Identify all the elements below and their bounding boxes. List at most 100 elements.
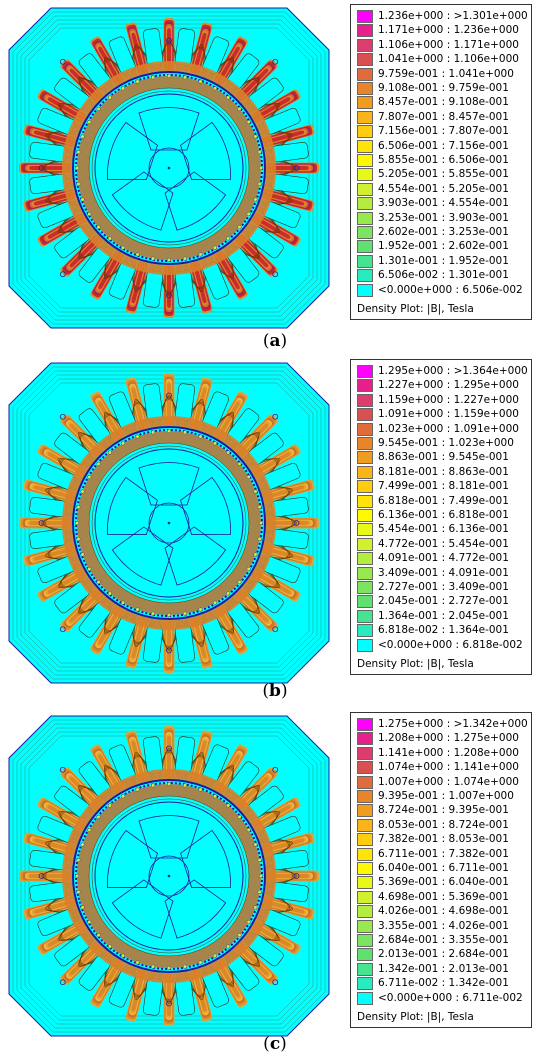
gap-marker <box>135 960 140 965</box>
legend-range-label: 1.074e+000 : 1.141e+000 <box>378 761 519 774</box>
legend-swatch <box>357 494 373 508</box>
legend-range-label: 1.236e+000 : >1.301e+000 <box>378 10 528 22</box>
legend-swatch <box>357 595 373 609</box>
rotor-contour <box>88 87 250 249</box>
legend-entry: 1.952e-001 : 2.602e-001 <box>357 239 531 255</box>
yoke-contour <box>16 370 322 676</box>
tooth-band <box>131 32 145 74</box>
bolt-hole <box>166 1000 172 1007</box>
stator-tooth <box>90 246 132 300</box>
legend-range-label: 3.355e-001 : 4.026e-001 <box>378 919 509 932</box>
cutout-outline <box>180 476 231 535</box>
legend-entry: 2.045e-001 : 2.727e-001 <box>357 594 531 610</box>
gap-marker <box>120 441 125 446</box>
legend-swatch <box>357 38 373 52</box>
legend-entry: 1.342e-001 : 2.013e-001 <box>357 962 531 978</box>
tooth-band <box>193 262 207 304</box>
gap-marker <box>182 430 187 435</box>
tooth-band <box>131 387 145 429</box>
legend-range-label: 6.711e-002 : 1.342e-001 <box>378 977 509 990</box>
legend-entry: 1.159e+000 : 1.227e+000 <box>357 393 531 409</box>
tooth-band <box>237 236 269 268</box>
tooth-band <box>253 216 291 239</box>
panel-b: 1.295e+000 : >1.364e+000 1.227e+000 : 1.2… <box>0 355 550 710</box>
legend-entry: 5.855e-001 : 6.506e-001 <box>357 153 531 169</box>
legend-swatch <box>357 465 373 479</box>
rotor-cutout <box>111 526 174 586</box>
legend-footer: Density Plot: |B|, Tesla <box>357 1011 474 1023</box>
gap-marker <box>237 106 242 111</box>
rotor-cutout <box>107 829 158 888</box>
gap-marker <box>135 79 140 84</box>
tooth-band <box>237 591 269 623</box>
legend-entry: 7.807e-001 : 8.457e-001 <box>357 110 531 126</box>
stator-tooth <box>206 391 248 445</box>
legend-entry: 3.903e-001 : 4.554e-001 <box>357 196 531 212</box>
legend-swatch <box>357 732 373 746</box>
gap-marker <box>253 905 258 910</box>
bolt-hole <box>272 271 279 278</box>
air-gap-outer <box>72 426 266 620</box>
gap-marker <box>76 181 81 186</box>
legend-entry: 6.040e-001 : 6.711e-001 <box>357 861 531 877</box>
tooth-band <box>253 97 291 120</box>
gap-marker <box>151 783 156 788</box>
rotor-contour <box>91 445 247 601</box>
gap-marker <box>76 505 81 510</box>
gap-marker <box>151 256 156 261</box>
bolt-hole <box>166 745 172 752</box>
gap-marker <box>198 607 203 612</box>
stator-tooth <box>182 22 213 77</box>
gap-marker <box>74 520 79 525</box>
legend-range-label: 6.506e-001 : 7.156e-001 <box>378 139 509 152</box>
legend-swatch <box>357 948 373 962</box>
gap-marker <box>226 944 231 949</box>
legend-swatch <box>357 962 373 976</box>
tooth-band <box>237 423 269 455</box>
stator-tooth <box>247 89 301 131</box>
legend-entry: 4.091e-001 : 4.772e-001 <box>357 551 531 567</box>
rotor-cutout <box>164 171 227 231</box>
rotor-contour <box>88 442 250 604</box>
legend-footer: Density Plot: |B|, Tesla <box>357 658 474 670</box>
gap-marker <box>87 211 92 216</box>
legend-range-label: 5.205e-001 : 5.855e-001 <box>378 168 509 181</box>
cutout-outline <box>164 171 227 231</box>
gap-marker <box>182 75 187 80</box>
legend-range-label: 1.275e+000 : >1.342e+000 <box>378 718 528 730</box>
legend-entry: 1.208e+000 : 1.275e+000 <box>357 731 531 747</box>
rotor-magnet-ring <box>77 784 261 968</box>
legend-entry: 2.013e-001 : 2.684e-001 <box>357 947 531 963</box>
stator-tooth <box>229 228 278 277</box>
gap-marker <box>166 965 171 970</box>
gap-marker <box>74 165 79 170</box>
stator-teeth <box>19 726 319 1026</box>
tooth-band <box>263 547 305 561</box>
rotor-cutout <box>107 121 158 180</box>
stator-tooth <box>266 863 319 889</box>
legend-entry: 6.818e-001 : 7.499e-001 <box>357 494 531 510</box>
legend-swatch <box>357 154 373 167</box>
stator-tooth <box>156 373 182 426</box>
stator-tooth <box>229 583 278 632</box>
legend-range-label: 3.409e-001 : 4.091e-001 <box>378 566 509 579</box>
legend-swatch <box>357 934 373 947</box>
legend-range-label: 5.454e-001 : 6.136e-001 <box>378 523 509 536</box>
legend-range-label: 1.342e-001 : 2.013e-001 <box>378 962 509 975</box>
legend-entry: 3.253e-001 : 3.903e-001 <box>357 211 531 227</box>
legend-swatch <box>357 182 373 196</box>
gap-marker <box>96 461 101 466</box>
stator-tooth <box>37 205 91 247</box>
cutout-outline <box>111 879 174 939</box>
gap-marker <box>96 225 101 230</box>
legend-swatch <box>357 876 373 890</box>
stator-tooth <box>260 479 315 510</box>
legend-range-label: 8.181e-001 : 8.863e-001 <box>378 465 509 478</box>
gap-marker <box>226 95 231 100</box>
density-legend: 1.275e+000 : >1.342e+000 1.208e+000 : 1.2… <box>350 712 532 1028</box>
legend-range-label: 2.602e-001 : 3.253e-001 <box>378 226 509 238</box>
rotor-contour <box>91 798 247 954</box>
legend-range-label: 3.253e-001 : 3.903e-001 <box>378 211 509 224</box>
legend-entry: 4.554e-001 : 5.205e-001 <box>357 182 531 198</box>
legend-range-label: 7.382e-001 : 8.053e-001 <box>378 833 509 846</box>
